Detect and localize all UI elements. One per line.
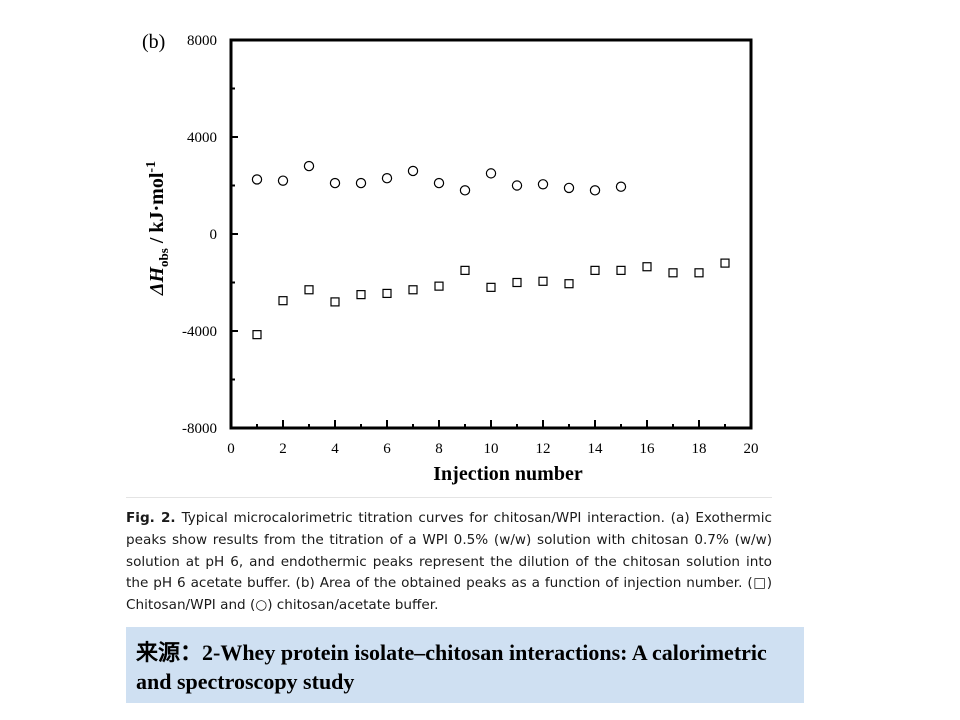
circle-point bbox=[381, 173, 393, 184]
plot-frame bbox=[229, 38, 753, 430]
y-tick-label: -4000 bbox=[182, 324, 217, 340]
square-point bbox=[590, 265, 600, 275]
data-points bbox=[251, 160, 730, 340]
circle-symbol: ○ bbox=[255, 597, 268, 614]
circle-point bbox=[589, 185, 601, 196]
caption-text-2: ) Chitosan/WPI and ( bbox=[126, 575, 772, 614]
circle-point bbox=[563, 182, 575, 194]
square-point bbox=[616, 265, 626, 275]
circle-point bbox=[615, 181, 627, 192]
source-note: 来源：2-Whey protein isolate–chitosan inter… bbox=[126, 627, 804, 703]
square-point bbox=[330, 297, 340, 307]
caption-text-3: ) chitosan/acetate buffer. bbox=[267, 597, 439, 614]
square-point bbox=[408, 285, 418, 295]
figure-caption: Fig. 2. Typical microcalorimetric titrati… bbox=[126, 497, 772, 617]
square-point bbox=[564, 279, 574, 289]
square-point bbox=[668, 268, 678, 278]
source-text: 来源：2-Whey protein isolate–chitosan inter… bbox=[136, 640, 767, 694]
square-point bbox=[382, 288, 392, 299]
circle-point bbox=[433, 177, 445, 189]
square-point bbox=[720, 258, 730, 268]
y-tick-label: 8000 bbox=[187, 33, 217, 49]
square-point bbox=[356, 290, 366, 300]
circle-point bbox=[485, 168, 497, 179]
x-tick-label: 6 bbox=[383, 441, 391, 457]
figure-label: Fig. 2. bbox=[126, 510, 176, 526]
circle-point bbox=[251, 174, 263, 185]
x-tick-label: 12 bbox=[536, 441, 551, 457]
square-point bbox=[486, 282, 496, 292]
x-axis-title: Injection number bbox=[433, 463, 583, 485]
chart: (b) 0 2 4 6 8 10 12 14 16 18 20 -8000 -4000 0 4000 8000… bbox=[142, 31, 759, 485]
x-tick-label: 14 bbox=[588, 441, 604, 457]
panel-label: (b) bbox=[142, 31, 165, 53]
x-tick-label: 0 bbox=[227, 441, 235, 457]
square-symbol: □ bbox=[752, 575, 767, 592]
square-point bbox=[434, 281, 444, 291]
circle-point bbox=[459, 185, 471, 196]
square-point bbox=[538, 276, 548, 286]
caption-text: Typical microcalorimetric titration curv… bbox=[126, 510, 772, 592]
y-axis-title: ΔHobs / kJ·mol-1 bbox=[144, 161, 171, 296]
y-tick-label: -8000 bbox=[182, 421, 217, 437]
axis-ticks: 0 2 4 6 8 10 12 14 16 18 20 -8000 -4000 0 4000 8000 bbox=[182, 33, 759, 457]
square-point bbox=[278, 296, 288, 306]
circle-point bbox=[303, 160, 315, 172]
y-tick-label: 0 bbox=[210, 227, 218, 243]
x-tick-label: 20 bbox=[744, 441, 759, 457]
circle-point bbox=[511, 180, 523, 191]
circle-point bbox=[277, 175, 289, 186]
circle-point bbox=[407, 165, 419, 177]
x-tick-label: 2 bbox=[279, 441, 287, 457]
x-tick-label: 8 bbox=[435, 441, 443, 457]
y-tick-label: 4000 bbox=[187, 130, 217, 146]
circle-point bbox=[355, 177, 367, 189]
square-point bbox=[252, 330, 262, 340]
x-tick-label: 16 bbox=[640, 441, 656, 457]
x-tick-label: 10 bbox=[484, 441, 499, 457]
square-point bbox=[304, 285, 314, 295]
x-tick-label: 18 bbox=[692, 441, 707, 457]
circle-point bbox=[329, 177, 341, 189]
x-tick-label: 4 bbox=[331, 441, 339, 457]
square-point bbox=[460, 265, 470, 275]
square-point bbox=[694, 268, 704, 278]
circle-point bbox=[537, 179, 549, 190]
square-point bbox=[642, 262, 652, 272]
square-point bbox=[512, 277, 522, 288]
